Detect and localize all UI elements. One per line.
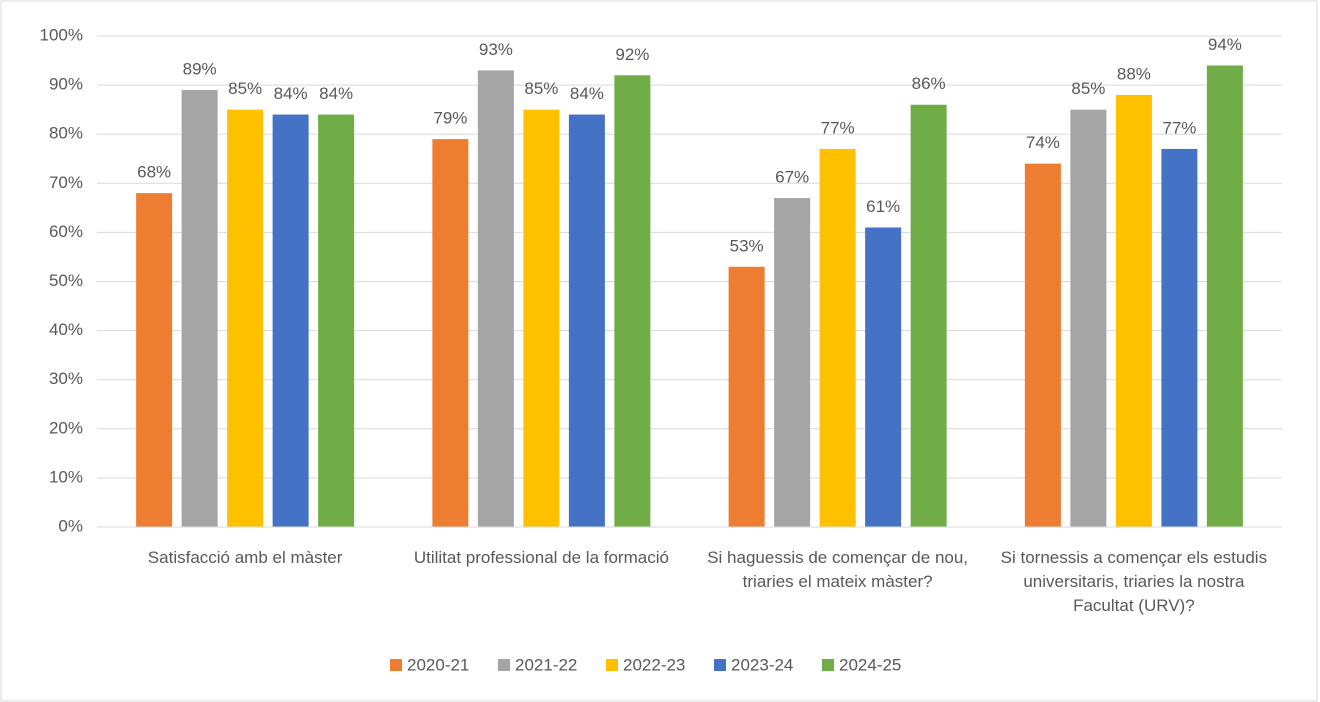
- data-label: 84%: [274, 84, 308, 103]
- bar: [614, 75, 651, 527]
- data-label: 77%: [1162, 118, 1196, 137]
- bar: [1070, 109, 1107, 528]
- y-tick-label: 100%: [40, 25, 83, 44]
- data-label: 89%: [183, 59, 217, 78]
- bar: [774, 198, 811, 527]
- y-tick-label: 70%: [49, 173, 83, 192]
- y-tick-label: 80%: [49, 124, 83, 143]
- data-label: 67%: [775, 168, 809, 187]
- bar: [432, 139, 469, 528]
- x-tick-label: Si tornessis a començar els estudis univ…: [1000, 548, 1268, 615]
- x-tick-label: Utilitat professional de la formació: [413, 548, 669, 567]
- data-label: 88%: [1117, 64, 1151, 83]
- bar: [523, 109, 560, 528]
- bar: [1161, 148, 1198, 527]
- legend-label: 2022-23: [623, 655, 685, 674]
- y-tick-label: 20%: [49, 418, 83, 437]
- data-label: 85%: [524, 79, 558, 98]
- data-label: 77%: [821, 118, 855, 137]
- y-tick-label: 30%: [49, 369, 83, 388]
- bar: [272, 114, 309, 527]
- data-label: 84%: [570, 84, 604, 103]
- legend-label: 2020-21: [407, 655, 469, 674]
- bar: [1115, 94, 1152, 528]
- bar: [181, 90, 218, 527]
- x-tick-label: Si haguessis de començar de nou, triarie…: [707, 548, 969, 591]
- bar: [865, 227, 902, 528]
- legend-swatch: [390, 659, 402, 671]
- bar: [227, 109, 264, 528]
- y-tick-label: 90%: [49, 75, 83, 94]
- data-label: 61%: [866, 197, 900, 216]
- data-label: 93%: [479, 40, 513, 59]
- data-label: 86%: [912, 74, 946, 93]
- bar: [318, 114, 355, 527]
- legend-label: 2024-25: [839, 655, 901, 674]
- data-label: 85%: [1071, 79, 1105, 98]
- y-tick-label: 10%: [49, 467, 83, 486]
- y-tick-label: 0%: [58, 516, 83, 535]
- data-label: 74%: [1026, 133, 1060, 152]
- bar: [819, 148, 856, 527]
- legend-swatch: [822, 659, 834, 671]
- bar: [1024, 163, 1061, 527]
- legend-swatch: [498, 659, 510, 671]
- legend-swatch: [606, 659, 618, 671]
- legend-label: 2023-24: [731, 655, 793, 674]
- y-tick-label: 50%: [49, 271, 83, 290]
- data-label: 92%: [615, 45, 649, 64]
- bar: [728, 266, 765, 527]
- data-label: 84%: [319, 84, 353, 103]
- bar: [1206, 65, 1243, 528]
- data-label: 68%: [137, 163, 171, 182]
- data-label: 94%: [1208, 35, 1242, 54]
- bar: [910, 104, 947, 528]
- legend-label: 2021-22: [515, 655, 577, 674]
- x-tick-label: Satisfacció amb el màster: [147, 548, 343, 567]
- bar: [568, 114, 605, 527]
- bar: [477, 70, 514, 528]
- data-label: 79%: [433, 109, 467, 128]
- y-tick-label: 40%: [49, 320, 83, 339]
- data-label: 53%: [730, 236, 764, 255]
- bar: [136, 193, 173, 527]
- data-label: 85%: [228, 79, 262, 98]
- legend-swatch: [714, 659, 726, 671]
- y-tick-label: 60%: [49, 222, 83, 241]
